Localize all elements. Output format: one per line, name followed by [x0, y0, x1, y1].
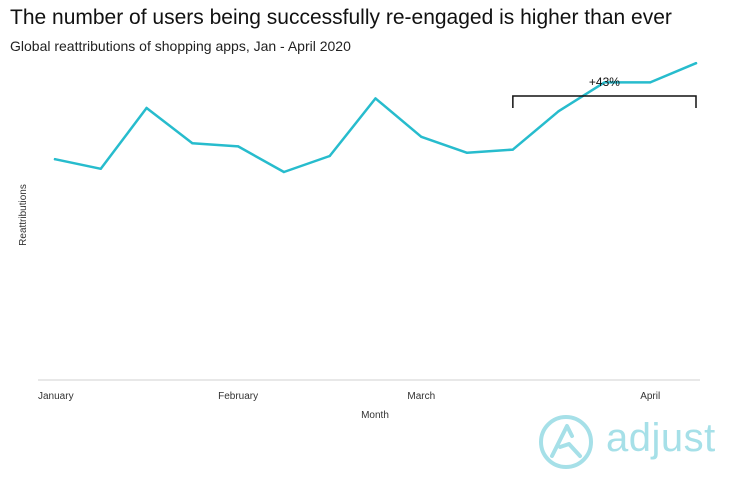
data-point: [694, 62, 698, 65]
x-tick-label: April: [640, 391, 660, 402]
data-point: [145, 106, 148, 110]
data-point: [557, 110, 560, 113]
data-point: [603, 81, 606, 84]
data-point: [328, 154, 331, 158]
data-point: [420, 135, 423, 138]
data-point: [282, 170, 286, 174]
data-point: [53, 158, 57, 161]
data-point: [374, 97, 377, 100]
x-tick-label: January: [38, 391, 74, 402]
annotation-label: +43%: [589, 75, 620, 89]
increase-annotation: +43%: [512, 75, 697, 108]
adjust-logo: adjust: [536, 412, 731, 472]
adjust-logo-text: adjust: [606, 416, 716, 460]
data-point: [236, 145, 240, 148]
annotation-bracket: [512, 95, 697, 108]
chart-subtitle: Global reattributions of shopping apps, …: [10, 38, 351, 54]
y-axis-title: Reattributions: [18, 184, 29, 246]
x-tick-label: March: [407, 391, 435, 402]
x-tick-labels: January February March April: [38, 391, 660, 402]
data-point: [99, 167, 102, 170]
adjust-logo-icon: [539, 415, 593, 469]
series-layer: [53, 61, 698, 174]
x-axis-title: Month: [361, 410, 389, 421]
chart-title: The number of users being successfully r…: [10, 6, 672, 29]
data-point: [465, 151, 469, 154]
data-point: [649, 81, 652, 84]
data-point: [511, 148, 515, 151]
x-tick-label: February: [218, 391, 258, 402]
data-point: [191, 142, 194, 145]
